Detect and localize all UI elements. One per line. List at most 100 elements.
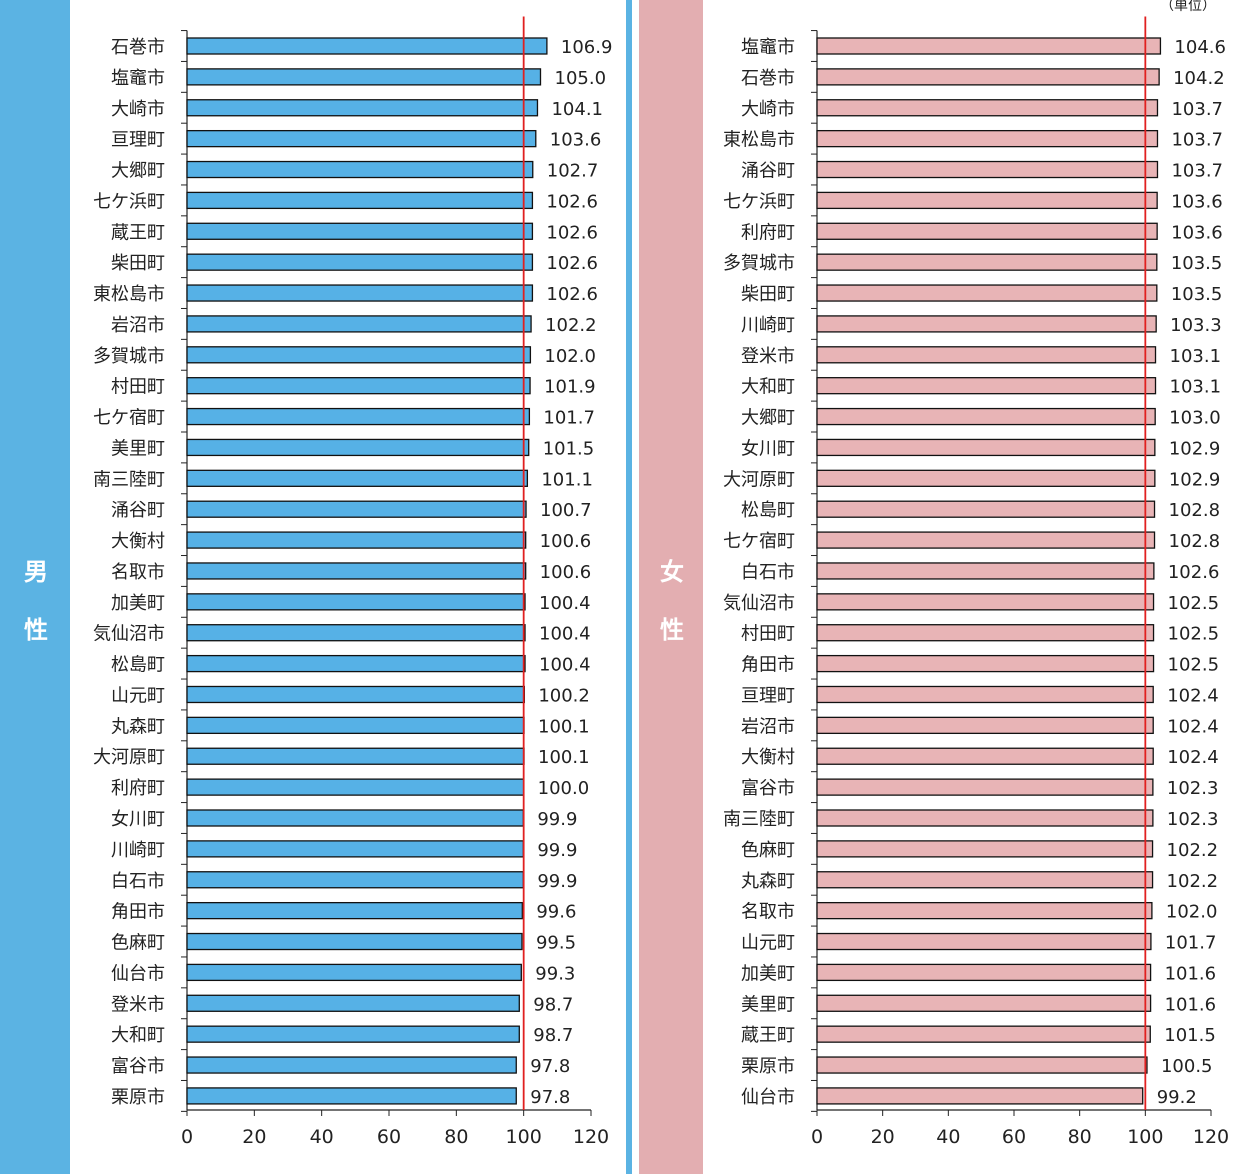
male-value-label: 99.9 [537,809,577,830]
male-value-label: 99.3 [535,963,575,984]
male-category-label: 東松島市 [93,284,165,305]
female-bar [816,624,1155,642]
female-bar [816,747,1154,765]
male-category-label: 利府町 [111,778,165,799]
male-value-label: 102.2 [545,315,597,336]
female-x-tick-label: 0 [811,1126,823,1148]
male-bar [186,407,531,426]
male-bar [186,932,523,951]
female-value-label: 102.5 [1168,593,1220,614]
female-value-label: 103.0 [1169,408,1221,429]
male-value-label: 105.0 [555,68,607,89]
female-value-label: 102.0 [1166,902,1218,923]
male-category-label: 村田町 [111,377,165,398]
female-value-label: 102.5 [1168,655,1220,676]
female-category-label: 栗原市 [741,1056,795,1077]
female-bar [816,932,1152,951]
female-value-label: 102.8 [1169,500,1221,521]
female-bar [816,346,1157,364]
female-category-label: 気仙沼市 [723,593,795,614]
male-category-label: 七ケ宿町 [93,408,165,429]
female-value-label: 103.7 [1171,99,1223,120]
male-bar [186,685,525,704]
female-value-label: 101.6 [1165,994,1217,1015]
female-value-label: 102.6 [1168,562,1220,583]
male-category-label: 加美町 [111,593,165,614]
male-x-tick-label: 20 [242,1126,266,1148]
female-bar [816,37,1162,55]
female-bar [816,500,1156,518]
male-category-label: 名取市 [111,562,165,583]
male-bar [186,129,537,148]
male-value-label: 100.6 [540,562,592,583]
female-bar [816,716,1154,735]
female-bar [816,99,1159,117]
female-value-label: 102.3 [1167,778,1219,799]
female-category-label: 七ケ浜町 [723,191,795,212]
female-category-label: 角田市 [741,655,795,676]
female-value-label: 102.8 [1169,531,1221,552]
male-value-label: 102.7 [547,161,599,182]
female-bar [816,160,1159,179]
male-bar [186,253,534,271]
male-bar [186,871,524,889]
male-bar [186,531,527,549]
female-category-label: 仙台市 [741,1087,795,1108]
unit-label: （単位） [1160,0,1216,14]
male-bar [186,500,527,518]
female-bar [816,129,1159,148]
male-label-2: 性 [24,616,48,644]
male-category-label: 蔵王町 [111,222,165,243]
male-category-label: 山元町 [111,685,165,706]
female-bar [816,315,1157,333]
male-bar [186,346,532,364]
female-value-label: 103.1 [1170,377,1222,398]
female-value-label: 102.4 [1167,747,1219,768]
female-bar [816,469,1156,487]
female-value-label: 102.9 [1169,438,1221,459]
male-category-label: 塩竈市 [111,68,165,89]
male-bar [186,284,534,302]
female-category-label: 大和町 [741,377,795,398]
female-category-label: 加美町 [741,963,795,984]
male-x-tick-label: 0 [181,1126,193,1148]
female-value-label: 101.6 [1165,963,1217,984]
female-x-tick-label: 20 [871,1126,895,1148]
male-value-label: 106.9 [561,37,613,58]
female-value-label: 99.2 [1157,1087,1197,1108]
male-bar [186,68,542,86]
female-category-label: 利府町 [741,222,795,243]
male-bar [186,37,548,55]
male-bar [186,963,522,982]
male-value-label: 102.6 [546,222,598,243]
male-category-label: 白石市 [111,871,165,892]
male-bar [186,1056,517,1074]
male-category-label: 大衡村 [111,531,165,552]
female-category-label: 山元町 [741,933,795,954]
female-category-label: 蔵王町 [741,1025,795,1046]
male-value-label: 103.6 [550,130,602,151]
male-category-label: 大和町 [111,1025,165,1046]
male-value-label: 102.6 [546,253,598,274]
male-category-label: 柴田町 [111,253,165,274]
female-category-label: 富谷市 [741,778,795,799]
male-value-label: 99.5 [536,933,576,954]
female-value-label: 104.6 [1174,37,1226,58]
male-category-label: 色麻町 [111,933,165,954]
female-category-label: 登米市 [741,346,795,367]
male-value-label: 100.6 [540,531,592,552]
male-category-label: 丸森町 [111,716,165,737]
male-bar [186,994,520,1012]
male-bar [186,99,539,117]
female-value-label: 103.6 [1171,222,1223,243]
male-category-label: 石巻市 [111,37,165,58]
male-bar [186,901,523,920]
female-bar [816,438,1156,457]
female-category-label: 大崎市 [741,99,795,120]
female-value-label: 103.3 [1170,315,1222,336]
female-bar [816,778,1154,796]
female-value-label: 101.5 [1164,1025,1216,1046]
female-value-label: 102.4 [1167,716,1219,737]
female-category-label: 川崎町 [741,315,795,336]
